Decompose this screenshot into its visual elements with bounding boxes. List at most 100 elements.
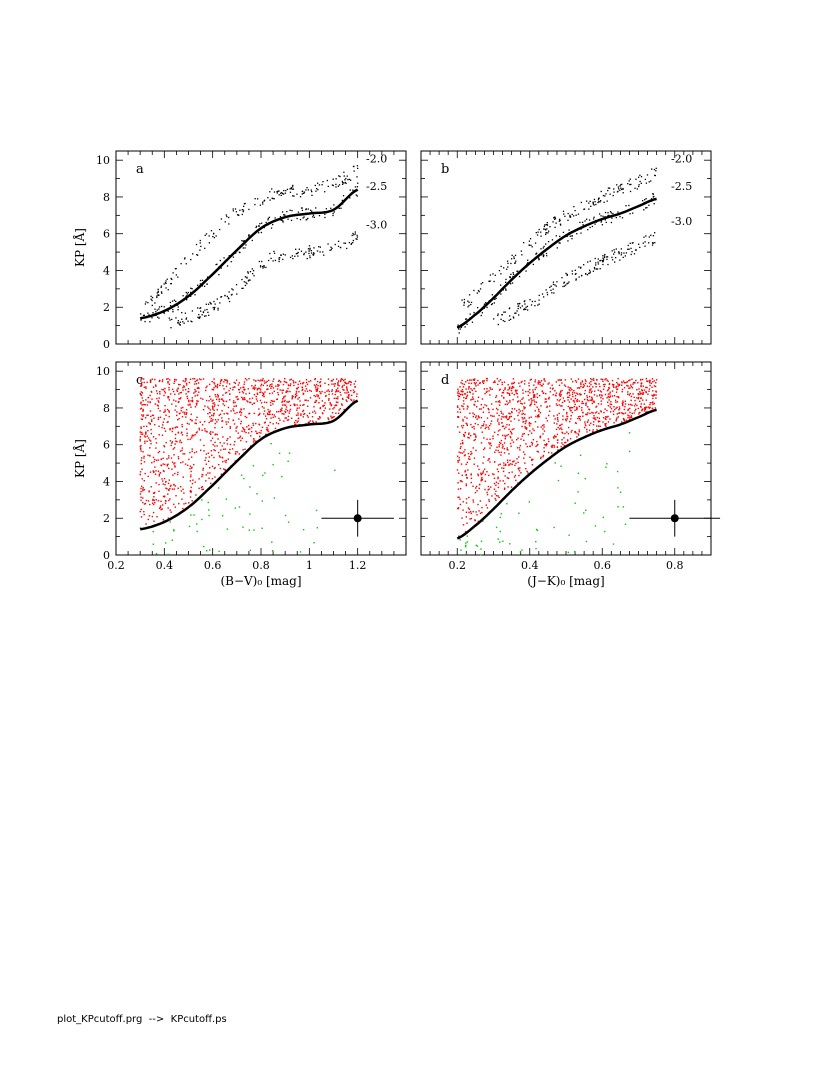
star-point	[529, 445, 531, 448]
star-point	[349, 380, 351, 383]
star-point	[256, 393, 259, 396]
star-point	[274, 427, 277, 430]
star-point	[627, 393, 629, 396]
star-point	[331, 380, 333, 382]
sample-point	[331, 184, 334, 186]
star-point	[495, 499, 497, 501]
sample-point	[554, 218, 556, 220]
star-point	[544, 443, 547, 446]
star-point	[465, 473, 468, 476]
sample-point	[588, 269, 591, 271]
star-point	[149, 381, 152, 384]
star-point	[461, 517, 463, 519]
star-point	[161, 480, 164, 482]
sample-point	[464, 326, 466, 328]
star-point	[168, 410, 170, 412]
star-point	[337, 412, 340, 414]
star-point	[654, 385, 657, 388]
star-point	[291, 398, 293, 400]
star-point	[623, 408, 626, 411]
star-point	[583, 426, 586, 429]
sample-point	[248, 234, 250, 236]
x-tick-label: 1	[306, 559, 313, 572]
star-point	[652, 390, 654, 392]
star-point	[594, 382, 597, 385]
star-point	[232, 388, 234, 391]
sample-point	[503, 311, 505, 313]
star-point	[168, 411, 170, 413]
star-point	[293, 403, 296, 405]
star-point	[162, 519, 165, 521]
sample-point	[228, 298, 230, 300]
sample-point	[242, 287, 244, 289]
star-point	[239, 387, 242, 389]
star-point	[171, 468, 173, 470]
star-point	[330, 380, 333, 382]
star-point	[511, 463, 513, 466]
star-point	[201, 424, 204, 426]
star-point	[230, 410, 232, 412]
sample-point	[505, 289, 507, 291]
star-point	[508, 463, 510, 466]
star-point	[298, 396, 300, 399]
sample-point	[564, 215, 566, 217]
star-point	[201, 486, 204, 488]
star-point	[628, 403, 630, 406]
sample-point	[283, 214, 285, 216]
star-point	[228, 389, 230, 392]
star-point	[283, 380, 286, 383]
star-point	[516, 396, 519, 398]
star-point	[144, 442, 146, 444]
star-point	[290, 417, 293, 419]
x-axis-title: (J−K)₀ [mag]	[527, 574, 604, 588]
star-point	[503, 462, 505, 464]
star-point	[493, 473, 495, 476]
sample-point	[545, 232, 547, 234]
star-point	[174, 443, 176, 445]
star-point	[211, 454, 213, 457]
sample-point	[335, 178, 337, 180]
star-point	[473, 457, 476, 459]
star-point	[653, 402, 656, 405]
sample-point	[333, 204, 335, 206]
star-point	[169, 427, 171, 430]
star-point	[319, 381, 322, 383]
star-point	[473, 382, 476, 384]
star-point	[576, 436, 578, 438]
star-point	[289, 384, 292, 387]
star-point	[277, 385, 279, 387]
sample-point	[171, 318, 173, 321]
star-point	[474, 378, 476, 380]
star-point	[622, 413, 625, 415]
star-point	[538, 410, 540, 413]
star-point	[164, 409, 166, 411]
star-point	[281, 409, 283, 412]
star-point	[149, 503, 151, 506]
sample-point	[212, 306, 214, 309]
star-point	[531, 442, 534, 444]
star-point	[139, 392, 141, 395]
star-point	[464, 449, 466, 451]
star-point	[213, 378, 215, 380]
star-point	[288, 400, 291, 403]
star-point	[149, 422, 151, 425]
star-point	[165, 480, 167, 483]
sample-point	[201, 285, 203, 287]
star-point	[628, 418, 631, 420]
star-point	[166, 464, 169, 466]
star-point	[623, 420, 626, 422]
star-point	[563, 408, 565, 411]
star-point	[141, 433, 144, 435]
sample-point	[589, 260, 591, 262]
star-point	[476, 514, 478, 516]
sample-point	[620, 188, 623, 191]
sample-point	[156, 309, 158, 311]
star-point	[540, 426, 542, 428]
star-point	[468, 432, 470, 434]
sample-point	[517, 305, 520, 307]
sample-point	[195, 243, 198, 246]
star-point	[473, 378, 475, 381]
star-point	[189, 496, 192, 498]
star-point	[457, 496, 459, 498]
sample-point	[509, 276, 511, 278]
